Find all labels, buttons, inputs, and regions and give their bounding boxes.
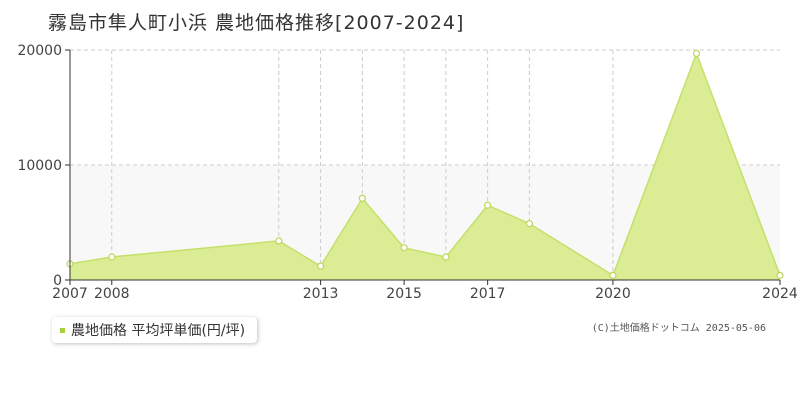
data-point (692, 49, 701, 58)
x-tick-label: 2013 (303, 286, 339, 302)
y-tick-label: 0 (53, 273, 62, 289)
series-area (70, 53, 780, 281)
y-tick-label: 10000 (17, 158, 62, 174)
x-tick-label: 2017 (470, 286, 506, 302)
data-point (400, 244, 408, 252)
x-tick-label: 2008 (94, 286, 130, 302)
data-point (108, 253, 116, 261)
data-point (609, 271, 617, 279)
y-tick-label: 20000 (17, 43, 62, 59)
data-point (776, 271, 784, 279)
data-point (525, 220, 534, 228)
legend-swatch (60, 327, 65, 333)
credit-text: (C)土地価格ドットコム 2025-05-06 (591, 323, 766, 334)
legend-label: 農地価格 平均坪単価(円/坪) (71, 323, 246, 339)
data-point (316, 262, 325, 270)
data-point (484, 201, 492, 209)
x-tick-label: 2015 (386, 286, 422, 302)
series-line (69, 51, 781, 277)
chart-title: 霧島市隼人町小浜 農地価格推移[2007-2024] (48, 12, 465, 34)
data-point (358, 194, 366, 202)
x-tick-label: 2020 (595, 286, 631, 302)
legend: 農地価格 平均坪単価(円/坪) (52, 317, 258, 343)
x-tick-label: 2024 (762, 286, 798, 302)
data-point (275, 237, 283, 245)
x-tick-label: 2007 (52, 286, 88, 302)
data-point (442, 253, 450, 261)
